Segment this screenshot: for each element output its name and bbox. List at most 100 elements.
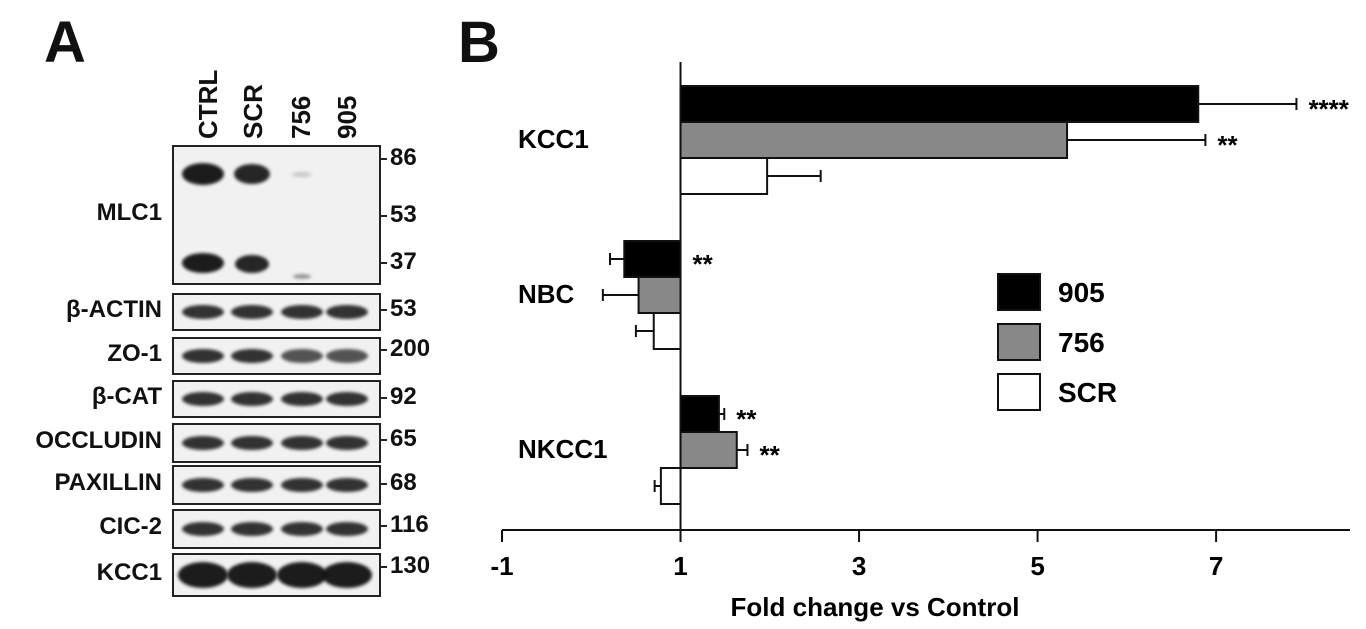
blot-band [227,562,277,588]
lane-label-756: 756 [286,95,316,139]
legend-label-756: 756 [1058,327,1105,358]
legend-swatch-SCR [997,373,1041,411]
panel-a-letter: A [44,10,86,75]
mw-marker: 65 [390,425,417,452]
blot-band [322,562,372,588]
x-axis-label: Fold change vs Control [731,592,1020,622]
significance-label: **** [1308,94,1349,124]
bar-756-nkcc1 [679,431,738,469]
blot-band [231,305,273,319]
blot-band [231,349,273,363]
mw-marker: 68 [390,469,417,496]
blot-image [172,423,381,463]
mw-tick [379,158,387,160]
blot-image [172,293,381,331]
blot-band [326,392,368,406]
blot-row-label: PAXILLIN [54,469,162,496]
blot-row-label: OCCLUDIN [35,427,162,454]
blot-band [235,255,269,273]
blot-band [231,522,273,536]
blot-image [172,145,381,285]
x-tick-label: 7 [1209,551,1223,581]
mw-marker: 37 [390,248,417,275]
lane-label-scr: SCR [238,84,268,139]
blot-band [182,163,224,185]
significance-label: ** [693,249,714,279]
legend-swatch-905 [997,273,1041,311]
blot-row-label: KCC1 [96,559,162,586]
significance-label: ** [759,440,780,470]
significance-label: ** [736,404,757,434]
mw-tick [379,349,387,351]
bar-SCR-nbc [652,312,682,350]
mw-marker: 200 [390,335,431,362]
blot-band [182,436,224,450]
blot-band [277,562,327,588]
lane-label-905: 905 [332,95,362,139]
lane-label-ctrl: CTRL [193,69,223,139]
blot-band [326,436,368,450]
blot-band [292,171,312,177]
bar-756-nbc [637,276,682,314]
blot-band [326,305,368,319]
blot-band [231,478,273,492]
blot-band [293,273,311,279]
x-tick-label: -1 [490,551,513,581]
blot-row-label: ZO-1 [107,340,162,367]
panel-b-letter: B [458,10,500,75]
mw-tick [379,397,387,399]
blot-band [231,392,273,406]
legend-label-SCR: SCR [1058,377,1117,408]
blot-band [182,522,224,536]
blot-band [231,436,273,450]
mw-marker: 53 [390,201,417,228]
mw-marker: 53 [390,295,417,322]
blot-row-label: β-ACTIN [66,296,162,323]
mw-marker: 116 [390,511,429,538]
bar-SCR-nkcc1 [659,467,682,505]
mw-tick [379,483,387,485]
western-blot-panel: A CTRL SCR 756 905 MLC1 86 53 37 β-ACTIN 53 ZO-1 2… [0,0,470,629]
blot-band [182,392,224,406]
blot-band [281,392,323,406]
bar-SCR-kcc1 [679,157,769,195]
mw-tick [379,215,387,217]
blot-band [182,478,224,492]
blot-band [281,305,323,319]
blot-band [281,349,323,363]
mw-tick [379,566,387,568]
significance-label: ** [1217,130,1238,160]
x-tick-label: 3 [852,551,866,581]
blot-band [281,478,323,492]
category-label-nkcc1: NKCC1 [518,434,608,464]
x-tick-label: 5 [1030,551,1044,581]
blot-image [172,380,381,418]
bar-905-kcc1 [679,85,1200,123]
x-tick-label: 1 [673,551,687,581]
blot-band [182,253,224,273]
blot-row-label: MLC1 [96,199,162,226]
blot-band [281,522,323,536]
blot-image [172,337,381,375]
blot-image [172,509,381,549]
blot-band [234,164,270,184]
bar-905-nbc [623,240,682,278]
mw-marker: 92 [390,383,417,410]
legend-label-905: 905 [1058,277,1105,308]
blot-band [326,522,368,536]
blot-band [326,349,368,363]
mw-tick [379,262,387,264]
blot-band [326,478,368,492]
mw-tick [379,525,387,527]
mw-tick [379,309,387,311]
category-label-kcc1: KCC1 [518,124,589,154]
mw-marker: 130 [390,552,431,579]
mw-tick [379,439,387,441]
blot-band [182,349,224,363]
blot-band [178,562,228,588]
bar-905-nkcc1 [679,395,720,433]
category-label-nbc: NBC [518,279,575,309]
blot-row-label: β-CAT [91,383,162,410]
blot-band [281,436,323,450]
blot-image [172,553,381,597]
